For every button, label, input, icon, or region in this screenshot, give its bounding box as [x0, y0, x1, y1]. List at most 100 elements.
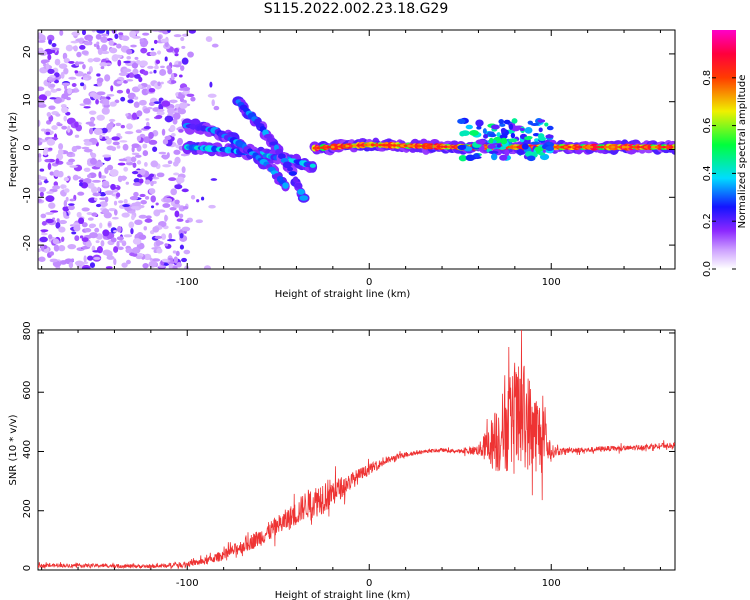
heatmap-cell: [157, 81, 161, 87]
heatmap-cell: [178, 87, 186, 91]
bottom-y-tick-label: 800: [22, 321, 33, 340]
heatmap-cell: [450, 145, 455, 149]
heatmap-cell: [96, 186, 101, 192]
heatmap-cell: [111, 146, 117, 152]
heatmap-cell: [95, 203, 102, 208]
heatmap-cell: [102, 229, 110, 237]
heatmap-cell: [134, 56, 139, 60]
heatmap-cell: [150, 48, 155, 51]
heatmap-cell: [138, 234, 147, 240]
heatmap-cell: [38, 179, 42, 183]
heatmap-cell: [92, 250, 101, 253]
heatmap-cell: [142, 150, 149, 157]
heatmap-cell: [169, 124, 176, 132]
heatmap-cell: [130, 206, 140, 210]
heatmap-cell: [181, 166, 186, 174]
heatmap-cell: [167, 80, 172, 84]
heatmap-cell: [131, 170, 139, 175]
heatmap-cell: [176, 261, 182, 268]
heatmap-cell: [589, 145, 594, 149]
heatmap-cell: [83, 167, 91, 173]
heatmap-cell: [102, 249, 112, 256]
heatmap-cell: [74, 70, 79, 74]
heatmap-cell: [93, 256, 101, 260]
heatmap-cell: [145, 215, 152, 219]
heatmap-cell: [574, 145, 579, 149]
heatmap-cell: [49, 251, 55, 256]
heatmap-cell: [63, 176, 70, 182]
heatmap-cell: [125, 161, 134, 166]
heatmap-cell: [629, 145, 634, 149]
heatmap-cell: [363, 143, 368, 147]
heatmap-cell: [68, 60, 75, 64]
heatmap-cell: [129, 196, 139, 201]
heatmap-cell: [632, 145, 637, 149]
heatmap-cell: [67, 204, 75, 211]
heatmap-cell: [63, 200, 68, 207]
heatmap-cell: [294, 182, 303, 189]
heatmap-cell: [530, 122, 539, 126]
heatmap-cell: [94, 227, 100, 233]
heatmap-cell: [89, 223, 97, 228]
heatmap-cell: [40, 128, 47, 132]
heatmap-cell: [545, 146, 554, 152]
heatmap-cell: [149, 51, 157, 57]
colorbar-tick-label: 0.4: [702, 165, 713, 181]
heatmap-cell: [521, 143, 529, 150]
heatmap-cell: [135, 129, 142, 134]
heatmap-cell: [168, 263, 174, 269]
heatmap-cell: [174, 210, 180, 218]
heatmap-cell: [117, 246, 124, 251]
heatmap-cell: [126, 48, 133, 55]
heatmap-cell: [116, 43, 122, 49]
heatmap-cell: [100, 50, 110, 55]
heatmap-cell: [63, 115, 68, 122]
heatmap-cell: [156, 209, 166, 213]
heatmap-cell: [102, 154, 112, 158]
heatmap-cell: [46, 191, 54, 194]
heatmap-cell: [61, 125, 68, 130]
heatmap-cell: [68, 203, 75, 206]
heatmap-cell: [100, 66, 105, 70]
heatmap-cell: [88, 110, 97, 115]
heatmap-cell: [63, 57, 70, 64]
heatmap-cell: [181, 226, 191, 232]
top-x-tick-label: 0: [366, 277, 372, 288]
heatmap-cell: [68, 261, 74, 269]
heatmap-cell: [374, 143, 379, 147]
heatmap-cell: [345, 144, 350, 148]
heatmap-cell: [108, 118, 116, 122]
heatmap-cell: [96, 77, 104, 83]
heatmap-cell: [352, 144, 357, 147]
heatmap-cell: [600, 145, 605, 149]
heatmap-cell: [71, 258, 75, 262]
heatmap-cell: [110, 183, 116, 190]
heatmap-cell: [140, 47, 148, 54]
heatmap-cell: [142, 263, 149, 269]
heatmap-cell: [125, 259, 131, 265]
heatmap-cell: [500, 127, 507, 134]
heatmap-cell: [172, 250, 177, 254]
heatmap-cell: [45, 218, 54, 224]
heatmap-cell: [39, 168, 45, 172]
heatmap-cell: [164, 41, 169, 48]
heatmap-cell: [349, 144, 354, 148]
heatmap-cell: [288, 171, 297, 176]
heatmap-cell: [133, 96, 139, 100]
heatmap-cell: [181, 45, 186, 49]
heatmap-cell: [282, 161, 292, 169]
heatmap-cell: [148, 260, 157, 268]
heatmap-cell: [47, 68, 55, 74]
heatmap-cell: [392, 144, 397, 147]
heatmap-cell: [173, 47, 180, 54]
heatmap-cell: [171, 99, 176, 104]
heatmap-cell: [148, 139, 158, 145]
heatmap-cell: [148, 131, 154, 139]
heatmap-cell: [71, 146, 78, 153]
heatmap-cell: [79, 182, 83, 187]
heatmap-cell: [143, 108, 151, 114]
heatmap-cell: [499, 134, 508, 140]
heatmap-cell: [122, 68, 132, 73]
heatmap-cell: [622, 145, 627, 149]
heatmap-cell: [136, 160, 142, 165]
